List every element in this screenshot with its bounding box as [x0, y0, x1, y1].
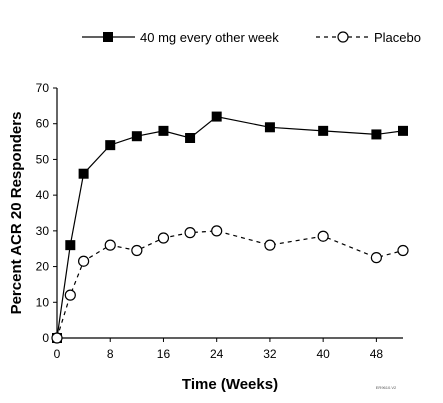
x-tick-label: 0	[54, 347, 61, 361]
series-placebo	[51, 225, 409, 344]
series-line	[56, 115, 404, 339]
data-point	[370, 252, 382, 264]
y-tick-label: 10	[36, 295, 50, 309]
data-point	[65, 240, 76, 251]
axes: 0 10 20 30 40 50 60 70 0 8 16 24 32 40 48	[36, 81, 403, 361]
data-point	[131, 244, 143, 257]
x-axis-title: Time (Weeks)	[182, 376, 278, 393]
y-tick-label: 50	[36, 152, 50, 166]
data-point	[104, 239, 116, 251]
x-tick-label: 8	[107, 347, 114, 361]
legend-marker-placebo	[337, 31, 349, 43]
data-point	[78, 255, 90, 267]
data-point	[51, 332, 63, 344]
y-tick-label: 30	[36, 224, 50, 238]
data-point	[78, 168, 89, 179]
y-tick-label: 60	[36, 117, 50, 131]
legend-label-placebo: Placebo	[374, 30, 421, 45]
y-axis-title: Percent ACR 20 Responders	[8, 112, 25, 315]
x-tick-label: 32	[263, 347, 277, 361]
data-point	[371, 129, 382, 140]
data-point	[397, 244, 409, 257]
series-line	[56, 230, 404, 339]
data-point	[211, 225, 223, 237]
x-tick-label: 48	[370, 347, 384, 361]
data-point	[64, 289, 76, 301]
data-point	[105, 140, 116, 151]
data-point	[264, 122, 275, 133]
data-point	[184, 227, 196, 239]
y-tick-label: 20	[36, 260, 50, 274]
data-point	[398, 125, 408, 136]
data-point	[158, 125, 169, 136]
x-tick-label: 40	[316, 347, 330, 361]
data-point	[157, 232, 170, 244]
data-point	[185, 133, 196, 143]
data-point	[264, 239, 276, 251]
figure-code: ER9610.V2	[376, 385, 397, 390]
series-treatment	[52, 111, 408, 343]
y-tick-label: 70	[36, 81, 50, 95]
legend: 40 mg every other week Placebo	[82, 30, 421, 45]
data-point	[317, 230, 329, 242]
y-tick-label: 40	[36, 188, 50, 202]
data-point	[131, 131, 142, 142]
data-point	[211, 111, 222, 122]
x-tick-label: 16	[157, 347, 171, 361]
legend-marker-treatment	[103, 32, 113, 42]
series	[51, 111, 409, 344]
x-tick-label: 24	[210, 347, 224, 361]
y-tick-label: 0	[42, 331, 49, 345]
legend-label-treatment: 40 mg every other week	[140, 30, 279, 45]
data-point	[318, 125, 329, 136]
